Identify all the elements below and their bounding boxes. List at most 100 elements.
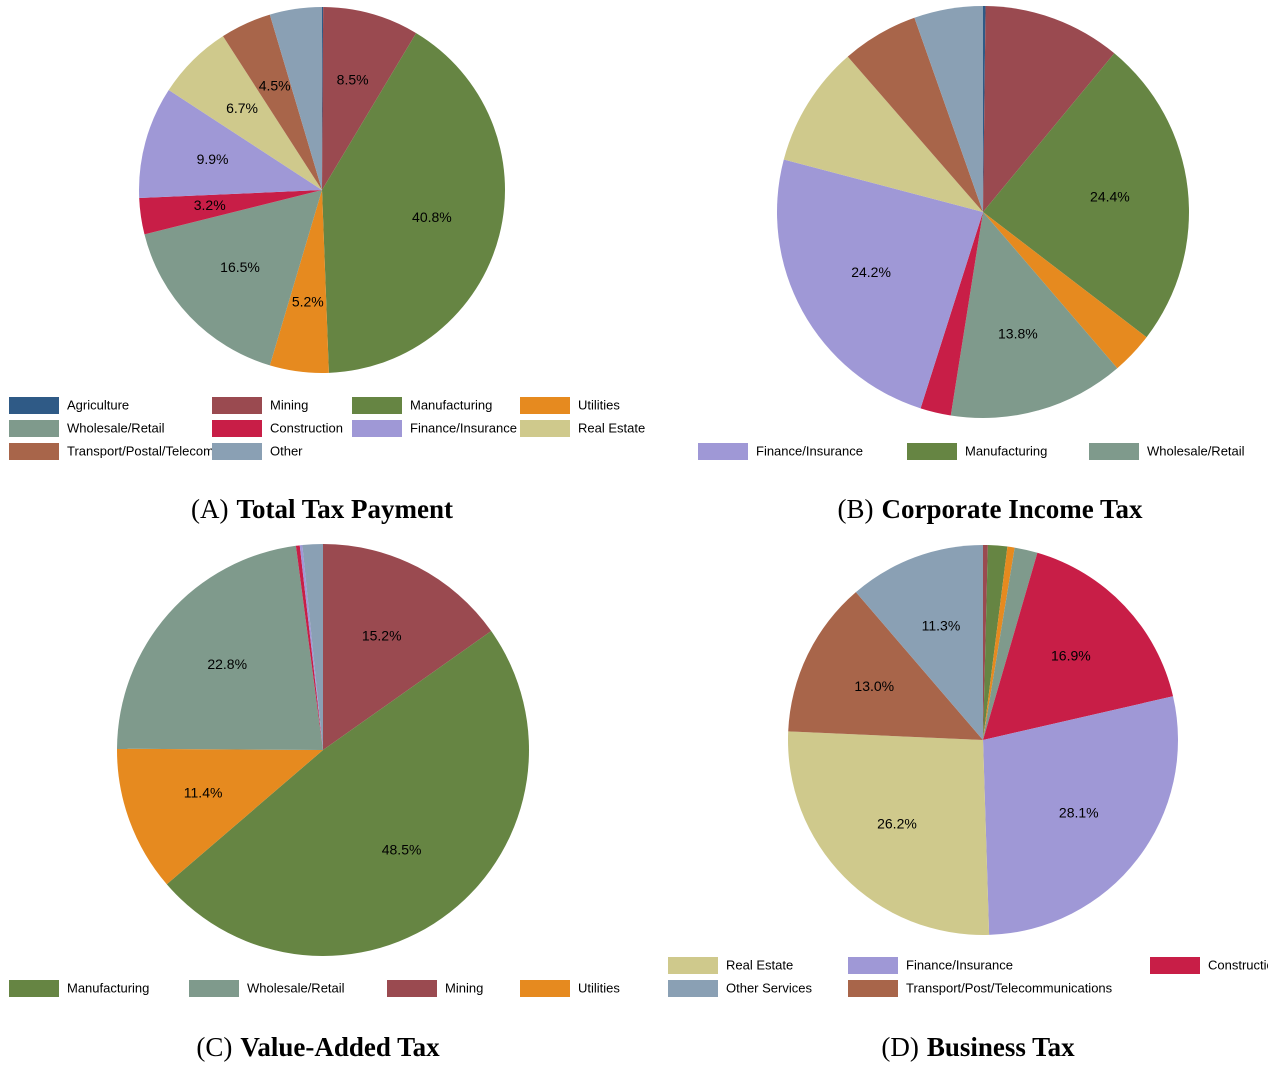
chart-title: Total Tax Payment xyxy=(236,494,453,524)
pie-slice xyxy=(117,545,324,750)
legend-text: Construction xyxy=(270,420,343,435)
slice-label: 4.5% xyxy=(259,78,291,94)
legend-swatch xyxy=(9,397,59,414)
pie-slice xyxy=(983,53,1189,338)
slice-label: 15.2% xyxy=(362,627,402,643)
pie-slice xyxy=(322,7,417,190)
slice-label: 40.8% xyxy=(412,209,452,225)
legend-swatch xyxy=(848,980,898,997)
legend-text: Real Estate xyxy=(578,420,645,435)
chart-panel: 15.2% 48.5% 11.4% 22.8% Manufacturing Wholesa… xyxy=(9,544,620,1062)
chart-title: Corporate Income Tax xyxy=(882,494,1143,524)
slice-label: 6.7% xyxy=(226,100,258,116)
legend-text: Wholesale/Retail xyxy=(247,980,345,995)
chart-panel: 8.5% 40.8% 5.2% 16.5% 3.2% 9.9% 6.7%4.5% Agricu… xyxy=(9,7,645,524)
slice-label: 3.2% xyxy=(194,197,226,213)
pie-slice xyxy=(783,56,983,213)
legend-swatch xyxy=(9,443,59,460)
legend-text: Transport/Post/Telecommunications xyxy=(906,980,1113,995)
pie-slice xyxy=(788,731,990,935)
legend-swatch xyxy=(352,397,402,414)
legend-text: Transport/Postal/Telecom xyxy=(67,443,214,458)
chart-panel: 24.4% 13.8% 24.2% Finance/Insurance Manufact… xyxy=(698,6,1245,524)
slice-label: 24.4% xyxy=(1090,188,1130,204)
caption-label: (A) xyxy=(191,494,228,524)
pie-slice xyxy=(855,545,983,740)
pie-slice xyxy=(983,696,1178,935)
pie-slice xyxy=(269,190,329,373)
legend-text: Agriculture xyxy=(67,397,129,412)
legend-text: Finance/Insurance xyxy=(906,957,1013,972)
legend-text: Other xyxy=(270,443,303,458)
caption-label: (C) xyxy=(196,1032,232,1062)
slice-label: 13.8% xyxy=(998,326,1038,342)
slice-label: 24.2% xyxy=(851,264,891,280)
legend-text: Manufacturing xyxy=(965,443,1047,458)
chart-caption: (A) Total Tax Payment xyxy=(191,494,453,524)
slice-label: 11.3% xyxy=(922,617,961,633)
pie-slice xyxy=(117,748,323,885)
pie-slice xyxy=(776,159,983,409)
caption-label: (D) xyxy=(881,1032,918,1062)
chart-caption: (D) Business Tax xyxy=(881,1032,1075,1062)
legend-swatch xyxy=(520,397,570,414)
pie-slice xyxy=(950,212,1118,419)
legend-swatch xyxy=(9,420,59,437)
legend-swatch xyxy=(352,420,402,437)
legend-swatch xyxy=(212,443,262,460)
slice-label: 9.9% xyxy=(197,151,229,167)
pie-slice xyxy=(322,7,324,190)
legend-text: Manufacturing xyxy=(67,980,149,995)
pie-slice xyxy=(983,6,986,212)
pie-slice xyxy=(847,17,983,212)
legend-swatch xyxy=(668,980,718,997)
chart-caption: (C) Value-Added Tax xyxy=(196,1032,440,1062)
pie-slice xyxy=(222,14,322,190)
pie-slice xyxy=(983,547,1038,740)
pie-slice xyxy=(920,212,983,416)
legend-swatch xyxy=(698,443,748,460)
legend-text: Mining xyxy=(270,397,308,412)
legend-text: Mining xyxy=(445,980,483,995)
slice-label: 48.5% xyxy=(382,841,422,857)
pie-slice xyxy=(983,545,988,740)
chart-title: Value-Added Tax xyxy=(240,1032,440,1062)
slice-label: 13.0% xyxy=(854,678,894,694)
slice-label: 16.5% xyxy=(220,259,260,275)
chart-title: Business Tax xyxy=(927,1032,1075,1062)
pie-slice xyxy=(166,631,530,957)
legend-text: Construction xyxy=(1208,957,1268,972)
legend-swatch xyxy=(848,957,898,974)
pie-slice xyxy=(302,544,323,750)
legend-swatch xyxy=(212,397,262,414)
pie-slice xyxy=(269,7,322,190)
pie-slice xyxy=(788,592,983,740)
legend-swatch xyxy=(189,980,239,997)
pie-slice xyxy=(299,545,323,750)
legend-text: Wholesale/Retail xyxy=(67,420,165,435)
pie-slice xyxy=(168,36,322,190)
legend-text: Wholesale/Retail xyxy=(1147,443,1245,458)
legend-swatch xyxy=(520,980,570,997)
legend-text: Other Services xyxy=(726,980,812,995)
legend-text: Finance/Insurance xyxy=(410,420,517,435)
pie-slice xyxy=(323,544,492,750)
legend-swatch xyxy=(387,980,437,997)
pie-slice xyxy=(295,545,323,750)
pie-slice xyxy=(139,190,322,235)
pie-slice xyxy=(139,90,322,199)
caption-label: (B) xyxy=(838,494,874,524)
legend-text: Utilities xyxy=(578,980,620,995)
legend-swatch xyxy=(212,420,262,437)
slice-label: 28.1% xyxy=(1059,805,1099,821)
pie-slice xyxy=(144,190,322,366)
pie-slice xyxy=(983,552,1174,740)
chart-panel: 16.9% 28.1% 26.2% 13.0% 11.3% Real Estate Fina… xyxy=(668,545,1268,1062)
legend-swatch xyxy=(1089,443,1139,460)
slice-label: 11.4% xyxy=(184,785,223,801)
slice-label: 16.9% xyxy=(1051,648,1091,664)
legend-text: Manufacturing xyxy=(410,397,492,412)
slice-label: 5.2% xyxy=(292,293,324,309)
legend-text: Real Estate xyxy=(726,957,793,972)
